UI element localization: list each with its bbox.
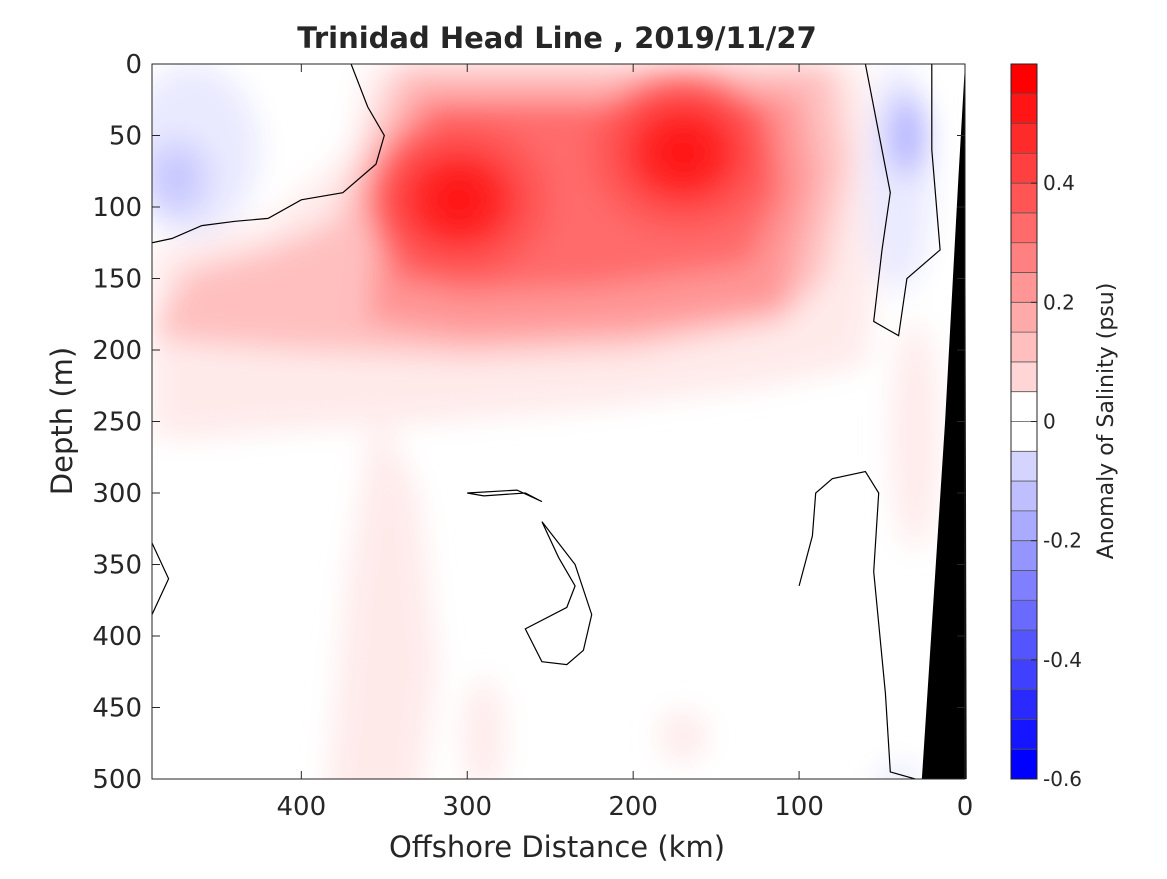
colorbar-swatch	[1011, 391, 1037, 422]
colorbar-label: Anomaly of Salinity (psu)	[1094, 283, 1119, 560]
continental-shelf-mask	[921, 64, 967, 779]
high-salinity-core	[653, 124, 713, 182]
y-tick-label: 450	[92, 694, 142, 724]
x-tick-label: 400	[277, 792, 327, 822]
y-tick-label: 500	[92, 765, 142, 795]
x-tick-label: 100	[774, 792, 824, 822]
colorbar-swatch	[1011, 153, 1037, 184]
colorbar-swatch	[1011, 540, 1037, 571]
colorbar-tick-label: 0.2	[1043, 290, 1075, 314]
colorbar-swatch	[1011, 719, 1037, 750]
colorbar-tick-label: -0.2	[1043, 529, 1082, 553]
colorbar-swatch	[1011, 421, 1037, 452]
x-tick-label: 300	[442, 792, 492, 822]
colorbar-swatch	[1011, 689, 1037, 720]
colorbar-swatch	[1011, 451, 1037, 482]
y-tick-label: 0	[125, 50, 142, 80]
colorbar-swatch	[1011, 749, 1037, 780]
low-salinity-lens-west-core	[163, 156, 191, 200]
zero-contour-line	[864, 64, 941, 337]
colorbar-swatch	[1011, 481, 1037, 512]
shelf-faint-band	[891, 321, 939, 551]
zero-contour-line	[152, 64, 385, 244]
x-axis-label: Offshore Distance (km)	[389, 830, 725, 864]
deep-negative-patch	[873, 764, 924, 779]
colorbar-swatch	[1011, 272, 1037, 303]
colorbar-swatch	[1011, 64, 1037, 95]
colorbar-tick-label: 0.4	[1043, 171, 1075, 195]
y-axis: 0 50 100 150 200 250 300 350 400 450 500	[92, 50, 965, 795]
colorbar-tick-label: -0.6	[1043, 767, 1082, 791]
y-tick-label: 300	[92, 479, 142, 509]
zero-contour-line	[467, 489, 543, 503]
y-axis-label: Depth (m)	[45, 347, 79, 495]
colorbar-swatch	[1011, 600, 1037, 631]
colorbar-swatch	[1011, 302, 1037, 333]
colorbar-swatch	[1011, 212, 1037, 244]
y-tick-label: 150	[92, 265, 142, 295]
zero-contour-line	[524, 521, 593, 666]
deep-faint-tongue-west	[328, 407, 438, 779]
y-tick-label: 50	[109, 122, 142, 152]
y-tick-label: 350	[92, 551, 142, 581]
x-tick-label: 200	[608, 792, 658, 822]
chart-title: Trinidad Head Line , 2019/11/27	[297, 21, 817, 55]
x-tick-label: 0	[957, 792, 974, 822]
deep-faint-patch	[463, 678, 504, 779]
colorbar-swatch	[1011, 183, 1037, 214]
colorbar-swatch	[1011, 630, 1037, 661]
y-tick-label: 200	[92, 336, 142, 366]
colorbar-tick-label: 0	[1043, 410, 1056, 434]
colorbar-swatch	[1011, 570, 1037, 601]
x-axis: 400 300 200 100 0	[277, 64, 974, 822]
anomaly-field	[152, 64, 939, 779]
colorbar: 0.4 0.2 0 -0.2 -0.4 -0.6	[1010, 63, 1082, 791]
colorbar-swatch	[1011, 361, 1037, 393]
zero-contour-line	[152, 542, 170, 615]
y-tick-label: 100	[92, 193, 142, 223]
deep-faint-patch	[659, 710, 707, 762]
y-tick-label: 250	[92, 408, 142, 438]
colorbar-swatch	[1011, 93, 1037, 125]
zero-contour-line	[798, 470, 916, 779]
high-salinity-core	[429, 171, 489, 229]
low-salinity-lens-east-core	[898, 115, 916, 156]
colorbar-tick-label: -0.4	[1043, 648, 1082, 672]
colorbar-swatch	[1011, 242, 1037, 274]
colorbar-swatch	[1011, 659, 1037, 691]
y-tick-label: 400	[92, 622, 142, 652]
colorbar-swatch	[1011, 332, 1037, 363]
colorbar-swatch	[1011, 123, 1037, 154]
zero-contours	[152, 64, 941, 779]
colorbar-swatch	[1011, 510, 1037, 542]
anomaly-blobs	[152, 64, 939, 779]
